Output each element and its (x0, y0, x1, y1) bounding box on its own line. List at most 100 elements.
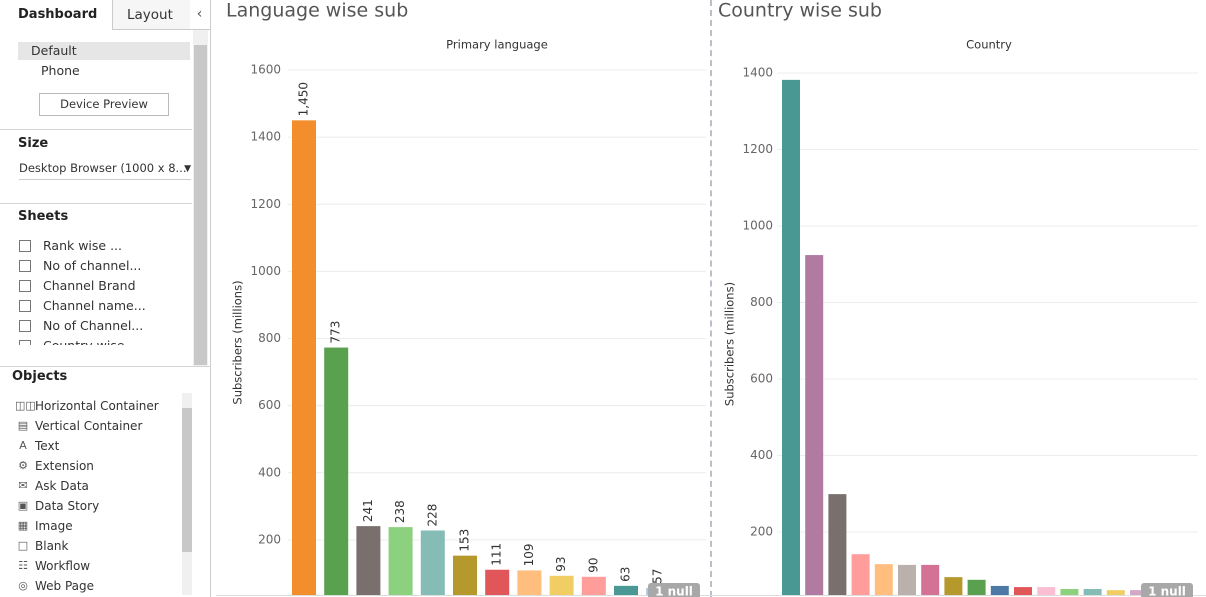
device-option[interactable]: Default (31, 43, 77, 58)
object-item[interactable]: Blank (35, 539, 69, 553)
tab[interactable] (112, 0, 190, 30)
bar (614, 585, 638, 595)
value-label: 63 (619, 567, 633, 582)
y-tick-label: 1400 (742, 66, 773, 80)
object-icon: □ (17, 539, 29, 552)
chart-title: Country wise sub (718, 0, 882, 22)
tab-label[interactable]: Dashboard (18, 7, 98, 22)
y-tick-label: 1200 (742, 142, 773, 156)
scroll-thumb[interactable] (182, 408, 192, 552)
sidebar: Dashboard Layout ‹ Default Phone Device … (0, 0, 211, 597)
selection-highlight (18, 42, 190, 60)
value-label: 90 (586, 558, 600, 573)
y-tick-label: 1000 (250, 264, 281, 278)
divider (0, 129, 192, 130)
y-tick-label: 1200 (250, 197, 281, 211)
scroll-thumb[interactable] (194, 45, 207, 365)
collapse-button[interactable]: ‹ (189, 0, 210, 30)
tab-active[interactable] (0, 0, 112, 31)
null-badge (1141, 583, 1193, 597)
y-tick-label: 200 (750, 525, 773, 539)
sheet-item[interactable]: No of channel... (43, 258, 142, 273)
y-tick-label: 800 (258, 331, 281, 345)
object-icon: ▦ (17, 519, 29, 532)
object-item[interactable]: Workflow (35, 559, 91, 573)
device-preview-button[interactable]: Device Preview (39, 93, 169, 116)
object-item[interactable]: Ask Data (35, 479, 89, 493)
value-label: 111 (490, 543, 504, 566)
null-indicator: 1 null (1148, 585, 1186, 597)
sheet-icon (19, 320, 31, 332)
bar (874, 564, 893, 595)
object-icon: ⚙ (18, 459, 28, 472)
panel-divider (710, 0, 712, 597)
value-label: 228 (425, 504, 439, 527)
bar (292, 120, 316, 595)
object-item[interactable]: Data Story (35, 499, 100, 513)
bar (517, 570, 542, 595)
value-label: 57 (651, 569, 665, 584)
value-label: 241 (361, 499, 375, 522)
bar (1083, 588, 1102, 595)
sheet-item[interactable]: Country wise ... (43, 338, 140, 345)
sheet-item[interactable]: No of Channel... (43, 318, 144, 333)
object-icon: ◎ (18, 579, 28, 592)
bar (898, 564, 916, 595)
value-label: 109 (522, 544, 536, 567)
sheet-icon (19, 300, 31, 312)
y-tick-label: 200 (258, 532, 281, 546)
bar (1014, 587, 1032, 595)
y-tick-label: 400 (258, 465, 281, 479)
sheet-item[interactable]: Channel Brand (43, 278, 136, 293)
bar (805, 255, 824, 595)
bar (967, 579, 986, 595)
bar (1106, 590, 1125, 595)
y-tick-label: 800 (750, 295, 773, 309)
sheet-icon (19, 340, 31, 345)
y-tick-label: 400 (750, 448, 773, 462)
sheet-icon (19, 280, 31, 292)
sheet-icon (19, 260, 31, 272)
object-item[interactable]: Horizontal Container (35, 399, 159, 413)
value-label: 93 (554, 557, 568, 572)
bar (581, 576, 606, 595)
dropdown-arrow: ▼ (184, 164, 191, 174)
y-axis-label: Subscribers (millions) (723, 282, 737, 406)
tab-label[interactable]: Layout (127, 7, 173, 23)
object-item[interactable]: Image (35, 519, 73, 533)
bar (921, 564, 940, 595)
bar (1130, 590, 1148, 595)
sheet-list: Rank wise ... No of channel... Channel Bra… (0, 237, 192, 345)
bar (453, 555, 477, 595)
section-heading: Size (18, 136, 49, 151)
bar (782, 79, 800, 595)
y-tick-label: 600 (258, 398, 281, 412)
y-tick-label: 1600 (250, 63, 281, 77)
bar (1060, 588, 1079, 595)
sheet-item[interactable]: Channel name... (43, 298, 146, 313)
value-label: 238 (393, 500, 407, 523)
chart-header: Primary language (446, 38, 548, 52)
object-item[interactable]: Web Page (35, 579, 95, 593)
divider (0, 203, 192, 204)
object-item[interactable]: Extension (35, 459, 94, 473)
y-tick-label: 1400 (250, 130, 281, 144)
bar (324, 347, 349, 595)
object-icon: ☷ (18, 559, 28, 572)
object-icon: ◫◫ (15, 399, 36, 412)
y-tick-label: 600 (750, 372, 773, 386)
sheet-item[interactable]: Rank wise ... (43, 238, 122, 253)
bar (851, 554, 870, 595)
object-item[interactable]: Text (35, 439, 60, 453)
size-dropdown[interactable]: Desktop Browser (1000 x 8... ▼ (19, 161, 191, 180)
y-tick-label: 1000 (742, 219, 773, 233)
object-item[interactable]: Vertical Container (35, 419, 143, 433)
object-icon: ▤ (17, 419, 29, 432)
bar (1037, 587, 1056, 595)
object-icon: ✉ (18, 479, 28, 492)
bar (485, 569, 510, 595)
section-heading: Sheets (18, 209, 69, 224)
object-list: ◫◫ Horizontal Container ▤ Vertical Containe… (0, 397, 180, 597)
device-option[interactable]: Phone (41, 63, 80, 78)
